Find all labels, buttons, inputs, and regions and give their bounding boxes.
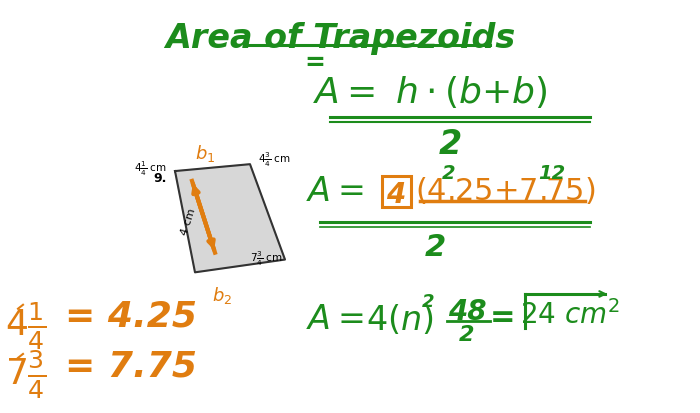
Text: 2: 2 [421,292,434,310]
Text: $4\frac{1}{4}$ cm: $4\frac{1}{4}$ cm [134,159,167,178]
Text: 4 cm: 4 cm [179,207,197,236]
Polygon shape [175,165,285,273]
Text: 2: 2 [424,233,446,261]
Text: $4\frac{3}{4}$ cm: $4\frac{3}{4}$ cm [258,151,290,169]
Text: 9.: 9. [153,172,167,185]
Text: $\mathit{A=}$: $\mathit{A=}$ [307,175,364,207]
Text: = 4.25: = 4.25 [65,299,197,333]
Text: =: = [304,51,326,75]
Text: $b_1$: $b_1$ [195,142,215,163]
Text: = 7.75: = 7.75 [65,348,197,382]
Text: Area of Trapezoids: Area of Trapezoids [165,21,515,55]
Text: 48: 48 [448,297,486,325]
Text: 2: 2 [438,128,461,160]
Text: $b_2$: $b_2$ [212,285,232,305]
Text: $4\frac{1}{4}$: $4\frac{1}{4}$ [5,299,46,351]
Text: 12: 12 [538,164,566,183]
Text: 2: 2 [442,164,456,183]
Text: =: = [490,302,516,331]
Text: $\mathit{A=\ h\cdot(b{+}b)}$: $\mathit{A=\ h\cdot(b{+}b)}$ [313,74,547,109]
Text: $7\frac{3}{4}$ cm: $7\frac{3}{4}$ cm [250,249,283,267]
Text: 4: 4 [386,180,405,209]
Text: $\mathit{24\ cm^2}$: $\mathit{24\ cm^2}$ [520,299,620,329]
Text: $7\frac{3}{4}$: $7\frac{3}{4}$ [5,348,46,401]
Text: $\mathit{(4.25{+}7.75)}$: $\mathit{(4.25{+}7.75)}$ [414,175,595,206]
Text: 2: 2 [459,325,475,344]
Text: $\mathit{A=}$: $\mathit{A=}$ [307,302,364,335]
Text: $\mathit{4(n)}$: $\mathit{4(n)}$ [366,302,434,336]
